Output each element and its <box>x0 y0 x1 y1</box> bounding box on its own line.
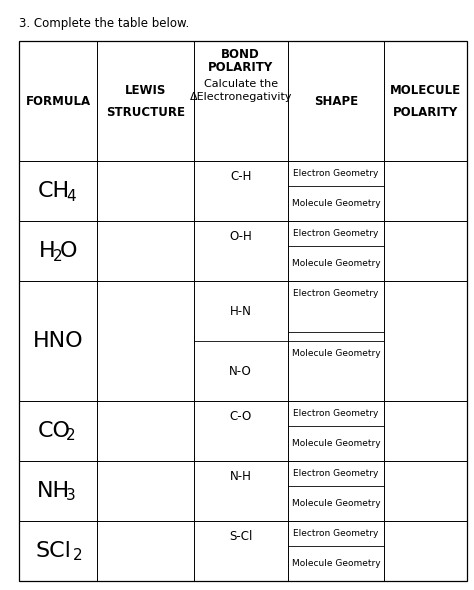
Text: S-Cl: S-Cl <box>229 530 252 543</box>
Text: Calculate the: Calculate the <box>204 79 278 89</box>
Text: N-H: N-H <box>230 470 252 483</box>
Text: 2: 2 <box>66 428 76 444</box>
Text: 2: 2 <box>54 248 63 264</box>
Text: SHAPE: SHAPE <box>314 95 358 108</box>
Text: O-H: O-H <box>229 230 252 242</box>
Text: C-O: C-O <box>229 409 252 422</box>
Text: MOLECULE: MOLECULE <box>390 84 461 97</box>
Text: ΔElectronegativity: ΔElectronegativity <box>190 92 292 102</box>
Text: H: H <box>39 241 55 261</box>
Text: HNO: HNO <box>33 331 83 351</box>
Text: Molecule Geometry: Molecule Geometry <box>292 440 380 448</box>
Text: Molecule Geometry: Molecule Geometry <box>292 499 380 508</box>
Text: Molecule Geometry: Molecule Geometry <box>292 349 380 358</box>
Text: 2: 2 <box>73 549 82 563</box>
Text: Electron Geometry: Electron Geometry <box>293 230 379 238</box>
Text: FORMULA: FORMULA <box>26 95 91 108</box>
Text: SCl: SCl <box>36 541 72 561</box>
Text: Electron Geometry: Electron Geometry <box>293 289 379 299</box>
Text: 3: 3 <box>66 489 76 503</box>
Text: CO: CO <box>37 421 70 441</box>
Text: Electron Geometry: Electron Geometry <box>293 469 379 478</box>
Text: H-N: H-N <box>230 304 252 318</box>
Text: Electron Geometry: Electron Geometry <box>293 409 379 418</box>
Text: 4: 4 <box>66 189 76 204</box>
Text: C-H: C-H <box>230 170 251 183</box>
Text: Electron Geometry: Electron Geometry <box>293 529 379 538</box>
Text: Molecule Geometry: Molecule Geometry <box>292 559 380 568</box>
Text: Electron Geometry: Electron Geometry <box>293 169 379 178</box>
Text: STRUCTURE: STRUCTURE <box>106 106 185 119</box>
Text: 3. Complete the table below.: 3. Complete the table below. <box>19 17 189 30</box>
Text: POLARITY: POLARITY <box>208 61 273 74</box>
Text: Molecule Geometry: Molecule Geometry <box>292 199 380 208</box>
Text: LEWIS: LEWIS <box>125 84 166 97</box>
Text: N-O: N-O <box>229 365 252 378</box>
Text: CH: CH <box>38 181 70 201</box>
Text: POLARITY: POLARITY <box>393 106 458 119</box>
Text: Molecule Geometry: Molecule Geometry <box>292 260 380 268</box>
Text: BOND: BOND <box>221 48 260 61</box>
Text: O: O <box>60 241 78 261</box>
Text: NH: NH <box>37 481 70 501</box>
